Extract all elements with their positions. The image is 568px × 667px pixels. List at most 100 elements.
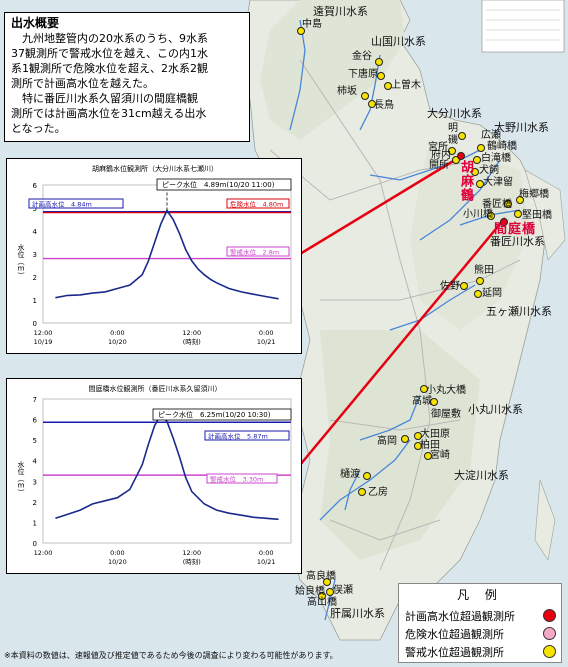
- station-marker[interactable]: [384, 82, 392, 90]
- station-marker[interactable]: [471, 168, 479, 176]
- summary-title: 出水概要: [11, 16, 60, 30]
- station-marker[interactable]: [326, 588, 334, 596]
- x-tick-label: 0:00: [259, 329, 274, 337]
- river-label-onga: 遠賀川水系: [313, 5, 368, 18]
- station-name: 延岡: [482, 288, 502, 299]
- station-name: 上曽木: [391, 80, 421, 91]
- highlight-maniwa: 間庭橋: [494, 222, 537, 237]
- pointer-line-2: [299, 217, 506, 466]
- station-marker[interactable]: [361, 92, 369, 100]
- summary-line: 特に番匠川水系久留須川の間庭橋観: [22, 92, 198, 105]
- legend-dot-warning: [543, 645, 556, 658]
- river-label-omaru: 小丸川水系: [468, 403, 523, 416]
- x-tick-label: 12:00: [182, 329, 201, 337]
- station-marker[interactable]: [504, 200, 512, 208]
- x-tick-label: 0:00: [110, 329, 125, 337]
- station-marker[interactable]: [420, 385, 428, 393]
- station-name: 宮崎: [430, 450, 450, 461]
- station-name: 熊田: [474, 265, 494, 276]
- station-marker[interactable]: [363, 472, 371, 480]
- station-name: 佐野: [440, 281, 460, 292]
- station-marker[interactable]: [375, 58, 383, 66]
- station-marker[interactable]: [477, 144, 485, 152]
- station-marker[interactable]: [516, 196, 524, 204]
- station-marker[interactable]: [514, 210, 522, 218]
- station-name: 樋渡: [340, 469, 360, 480]
- x-tick-label: 10/21: [257, 558, 276, 566]
- y-tick-label: 0: [33, 540, 37, 548]
- water-level-chart-2: 間庭橋水位観測所（番匠川水系久留須川） 0 1 2 3 4 5 6 7 水位（ｍ） 12:00 0:0…: [6, 378, 302, 574]
- station-name: 梅郷橋: [519, 189, 549, 200]
- station-name: 広瀬: [481, 130, 501, 141]
- x-tick-label: 12:00: [34, 549, 53, 557]
- station-name: 柿坂: [337, 86, 357, 97]
- summary-line: 37観測所で警戒水位を越え、この内1水: [11, 47, 208, 60]
- y-tick-label: 7: [33, 396, 37, 404]
- peak-box: [152, 408, 292, 421]
- y-tick-label: 5: [33, 205, 37, 213]
- station-marker[interactable]: [414, 432, 422, 440]
- station-marker[interactable]: [460, 282, 468, 290]
- x-tick-label: 10/21: [257, 338, 276, 346]
- station-marker[interactable]: [487, 212, 495, 220]
- station-marker[interactable]: [430, 398, 438, 406]
- station-marker[interactable]: [377, 72, 385, 80]
- plot-frame: [42, 398, 292, 544]
- station-marker[interactable]: [476, 277, 484, 285]
- peak-label: ピーク水位 4.89m(10/20 11:00): [162, 180, 275, 189]
- station-marker[interactable]: [424, 452, 432, 460]
- threshold-label: 警戒水位 3.30m: [210, 475, 263, 484]
- y-tick-label: 3: [33, 478, 37, 486]
- station-marker[interactable]: [401, 435, 409, 443]
- summary-line: 九州地整管内の20水系のうち、9水系: [22, 32, 208, 45]
- station-name: 御屋敷: [431, 409, 461, 420]
- threshold-label-box: [28, 198, 124, 209]
- station-name: 犬飼: [479, 165, 499, 176]
- station-marker[interactable]: [414, 442, 422, 450]
- station-marker[interactable]: [476, 180, 484, 188]
- x-tick-label: 10/19: [34, 338, 53, 346]
- station-marker[interactable]: [297, 27, 305, 35]
- station-name: 白滝橋: [481, 153, 511, 164]
- station-name: 小川橋: [463, 209, 493, 220]
- station-name: 府内: [431, 150, 451, 161]
- station-marker[interactable]: [358, 488, 366, 496]
- station-marker[interactable]: [318, 592, 326, 600]
- river-label-kimotsuki: 肝属川水系: [330, 607, 385, 620]
- pointer-line-1: [299, 158, 456, 256]
- station-name: 大津留: [483, 177, 513, 188]
- x-tick-label: 0:00: [259, 549, 274, 557]
- station-marker[interactable]: [323, 578, 331, 586]
- station-name: 柏田: [420, 440, 440, 451]
- station-name: 高良橋: [306, 571, 336, 582]
- station-marker[interactable]: [474, 290, 482, 298]
- station-name: 長鳥: [374, 100, 394, 111]
- peak-box: [156, 178, 292, 191]
- station-marker[interactable]: [448, 147, 456, 155]
- threshold-label-box: [226, 246, 290, 257]
- station-marker-kosurutu[interactable]: [457, 152, 465, 160]
- station-marker-maniwa[interactable]: [500, 218, 508, 226]
- station-marker[interactable]: [368, 100, 376, 108]
- station-name: 磯: [448, 135, 458, 146]
- y-tick-label: 2: [33, 274, 37, 282]
- station-marker[interactable]: [458, 132, 466, 140]
- summary-line: 系1観測所で危険水位を超え、2水系2観: [11, 62, 208, 75]
- chart-title: 胡麻鶴水位観測所（大分川水系七瀬川）: [92, 164, 218, 173]
- water-level-series: [55, 413, 279, 521]
- summary-box: 出水概要 九州地整管内の20水系のうち、9水系 37観測所で警戒水位を越え、この…: [4, 12, 250, 142]
- legend-title: 凡 例: [457, 588, 503, 602]
- threshold-label: 危険水位 4.80m: [230, 200, 283, 209]
- x-tick-label: 12:00: [182, 549, 201, 557]
- x-tick-label: 0:00: [110, 549, 125, 557]
- station-marker[interactable]: [473, 156, 481, 164]
- y-tick-label: 4: [33, 228, 38, 236]
- legend-label-plan: 計画高水位超過観測所: [405, 610, 515, 623]
- summary-line: 測所では計画高水位を31cm越える出水: [11, 107, 207, 120]
- station-marker[interactable]: [452, 156, 460, 164]
- station-name: 鶴崎橋: [487, 141, 517, 152]
- threshold-label-box: [204, 430, 290, 441]
- river-label-oyodo: 大淀川水系: [454, 469, 509, 482]
- chart-title: 間庭橋水位観測所（番匠川水系久留須川）: [89, 384, 222, 393]
- highlight-kosurutu: 胡麻鶴: [458, 160, 473, 202]
